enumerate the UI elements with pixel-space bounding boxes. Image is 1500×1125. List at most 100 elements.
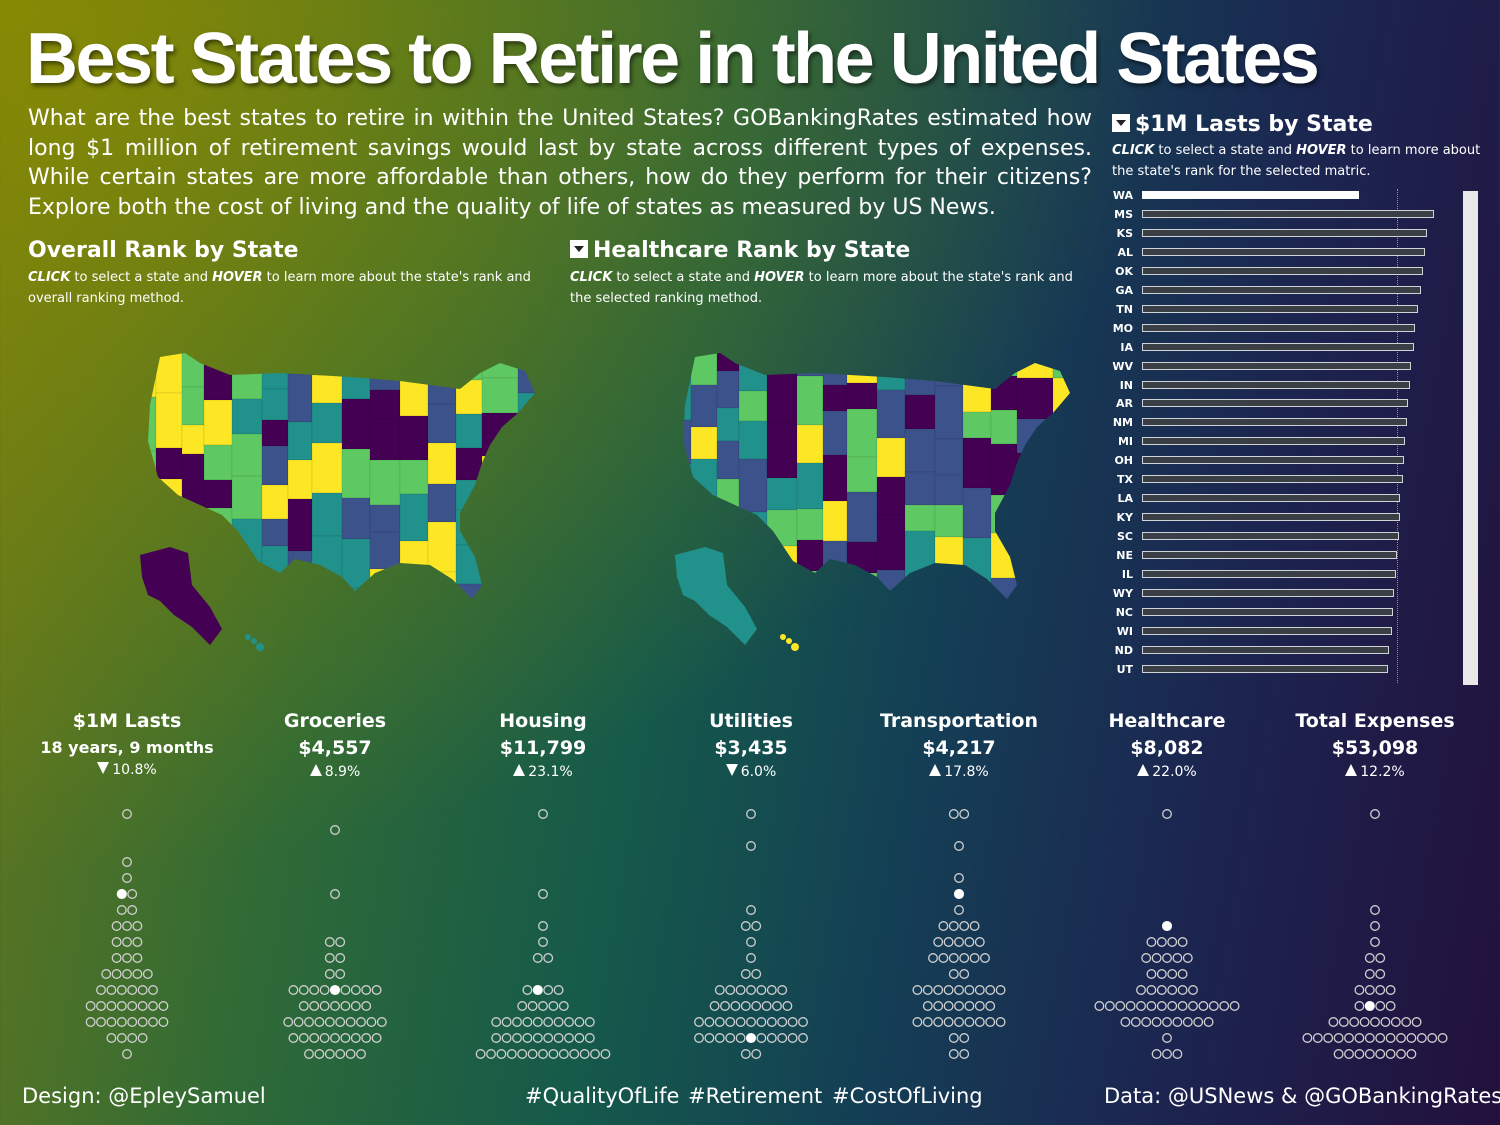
state-shape <box>822 500 848 542</box>
state-dot <box>969 921 980 931</box>
state-dot <box>512 1033 522 1043</box>
state-dot <box>532 953 543 963</box>
state-dot <box>319 1033 330 1043</box>
change-percent: 23.1% <box>528 764 573 780</box>
state-shape <box>796 353 824 377</box>
state-shape <box>455 583 483 599</box>
state-shape <box>399 459 429 495</box>
state-dot <box>1380 1017 1391 1027</box>
state-dot <box>85 1017 96 1027</box>
state-dot <box>709 1001 720 1011</box>
state-dot <box>995 985 1006 995</box>
up-arrow-icon <box>1345 764 1358 776</box>
state-shape <box>311 442 343 494</box>
state-bar[interactable] <box>1142 361 1411 370</box>
state-dot <box>1396 1033 1406 1043</box>
state-dot <box>746 1017 756 1027</box>
state-bar[interactable] <box>1142 304 1418 313</box>
scrollbar[interactable] <box>1463 191 1478 685</box>
hawaii-shape <box>251 638 257 644</box>
state-dot <box>933 985 944 995</box>
state-bar[interactable] <box>1142 626 1392 635</box>
state-dot <box>1375 953 1386 963</box>
metric-name: Transportation <box>879 710 1038 732</box>
state-bar[interactable] <box>1142 437 1406 446</box>
state-dot <box>740 921 751 931</box>
state-bar[interactable] <box>1142 285 1421 294</box>
state-shape <box>1052 470 1070 504</box>
state-bar[interactable] <box>1142 551 1398 560</box>
state-dot <box>142 969 153 979</box>
state-dot <box>1167 937 1178 947</box>
dropdown-icon[interactable] <box>570 240 588 258</box>
dropdown-icon[interactable] <box>1112 114 1130 132</box>
state-bar[interactable] <box>1142 247 1425 256</box>
hashtag[interactable]: #Retirement <box>688 1084 823 1108</box>
state-shape <box>846 456 878 493</box>
state-dot <box>309 985 320 995</box>
state-shape <box>341 448 371 499</box>
metric-change: 22.0% <box>1067 764 1267 780</box>
state-dot <box>330 825 340 835</box>
state-dot <box>964 1001 975 1011</box>
state-bar[interactable] <box>1142 494 1400 503</box>
state-dot <box>1349 1017 1360 1027</box>
state-bar[interactable] <box>1142 645 1389 654</box>
alaska-shape <box>675 547 757 645</box>
state-dot <box>1146 937 1157 947</box>
change-percent: 17.8% <box>944 764 989 780</box>
state-shape <box>231 475 263 520</box>
state-shape <box>203 353 233 401</box>
state-bar[interactable] <box>1142 664 1388 673</box>
state-bar[interactable] <box>1142 607 1394 616</box>
hashtag[interactable]: #CostOfLiving <box>832 1084 983 1108</box>
instruction-text: to learn more about the state's rank for… <box>1112 143 1481 179</box>
state-dot <box>127 1001 138 1011</box>
state-dot <box>1406 1033 1417 1043</box>
state-bar[interactable] <box>1142 209 1435 218</box>
state-bar[interactable] <box>1142 191 1359 199</box>
click-word: CLICK <box>28 270 71 285</box>
hashtag[interactable]: #QualityOfLife <box>525 1084 680 1108</box>
state-bar[interactable] <box>1142 399 1409 408</box>
state-dot <box>106 1017 117 1027</box>
state-dot <box>1385 1033 1396 1043</box>
state-dot <box>1141 1017 1152 1027</box>
state-bar[interactable] <box>1142 342 1414 351</box>
state-bar[interactable] <box>1142 570 1396 578</box>
state-bar[interactable] <box>1142 323 1416 332</box>
state-shape <box>261 445 289 486</box>
state-dot <box>475 1049 486 1059</box>
metric-transportation: Transportation $4,217 17.8% <box>859 710 1059 780</box>
state-dot <box>543 1017 554 1027</box>
healthcare-rank-map[interactable] <box>665 345 1085 665</box>
state-dot <box>122 809 132 819</box>
overall-rank-map[interactable] <box>130 345 550 665</box>
state-dot <box>116 905 127 915</box>
bars-title-row[interactable]: $1M Lasts by State <box>1112 112 1487 137</box>
hover-word: HOVER <box>754 270 805 285</box>
state-dot <box>96 1001 106 1011</box>
state-dot <box>486 1049 496 1059</box>
state-dot <box>954 985 964 995</box>
state-shape <box>231 398 263 435</box>
state-dot <box>127 1033 138 1043</box>
state-bar[interactable] <box>1142 228 1428 237</box>
state-bar[interactable] <box>1142 513 1400 522</box>
state-dot <box>777 985 788 995</box>
state-shape <box>311 353 343 376</box>
state-dot <box>1177 985 1188 995</box>
metric-groceries: Groceries $4,557 8.9% <box>235 710 435 780</box>
state-bar-chart[interactable]: WA MS KS AL OK GA TN MO IA WV IN AR NM MI OH TX LA KY SC NE… <box>1105 185 1485 687</box>
healthcare-rank-title-row[interactable]: Healthcare Rank by State <box>570 238 1098 263</box>
state-dot <box>1219 1001 1230 1011</box>
state-bar[interactable] <box>1142 418 1407 427</box>
state-shape <box>876 514 906 571</box>
state-dot <box>1177 969 1188 979</box>
state-bar[interactable] <box>1142 532 1399 541</box>
state-bar[interactable] <box>1142 456 1405 465</box>
state-bar[interactable] <box>1142 475 1403 484</box>
state-bar[interactable] <box>1142 266 1424 275</box>
state-bar[interactable] <box>1142 380 1410 389</box>
state-bar[interactable] <box>1142 588 1395 597</box>
